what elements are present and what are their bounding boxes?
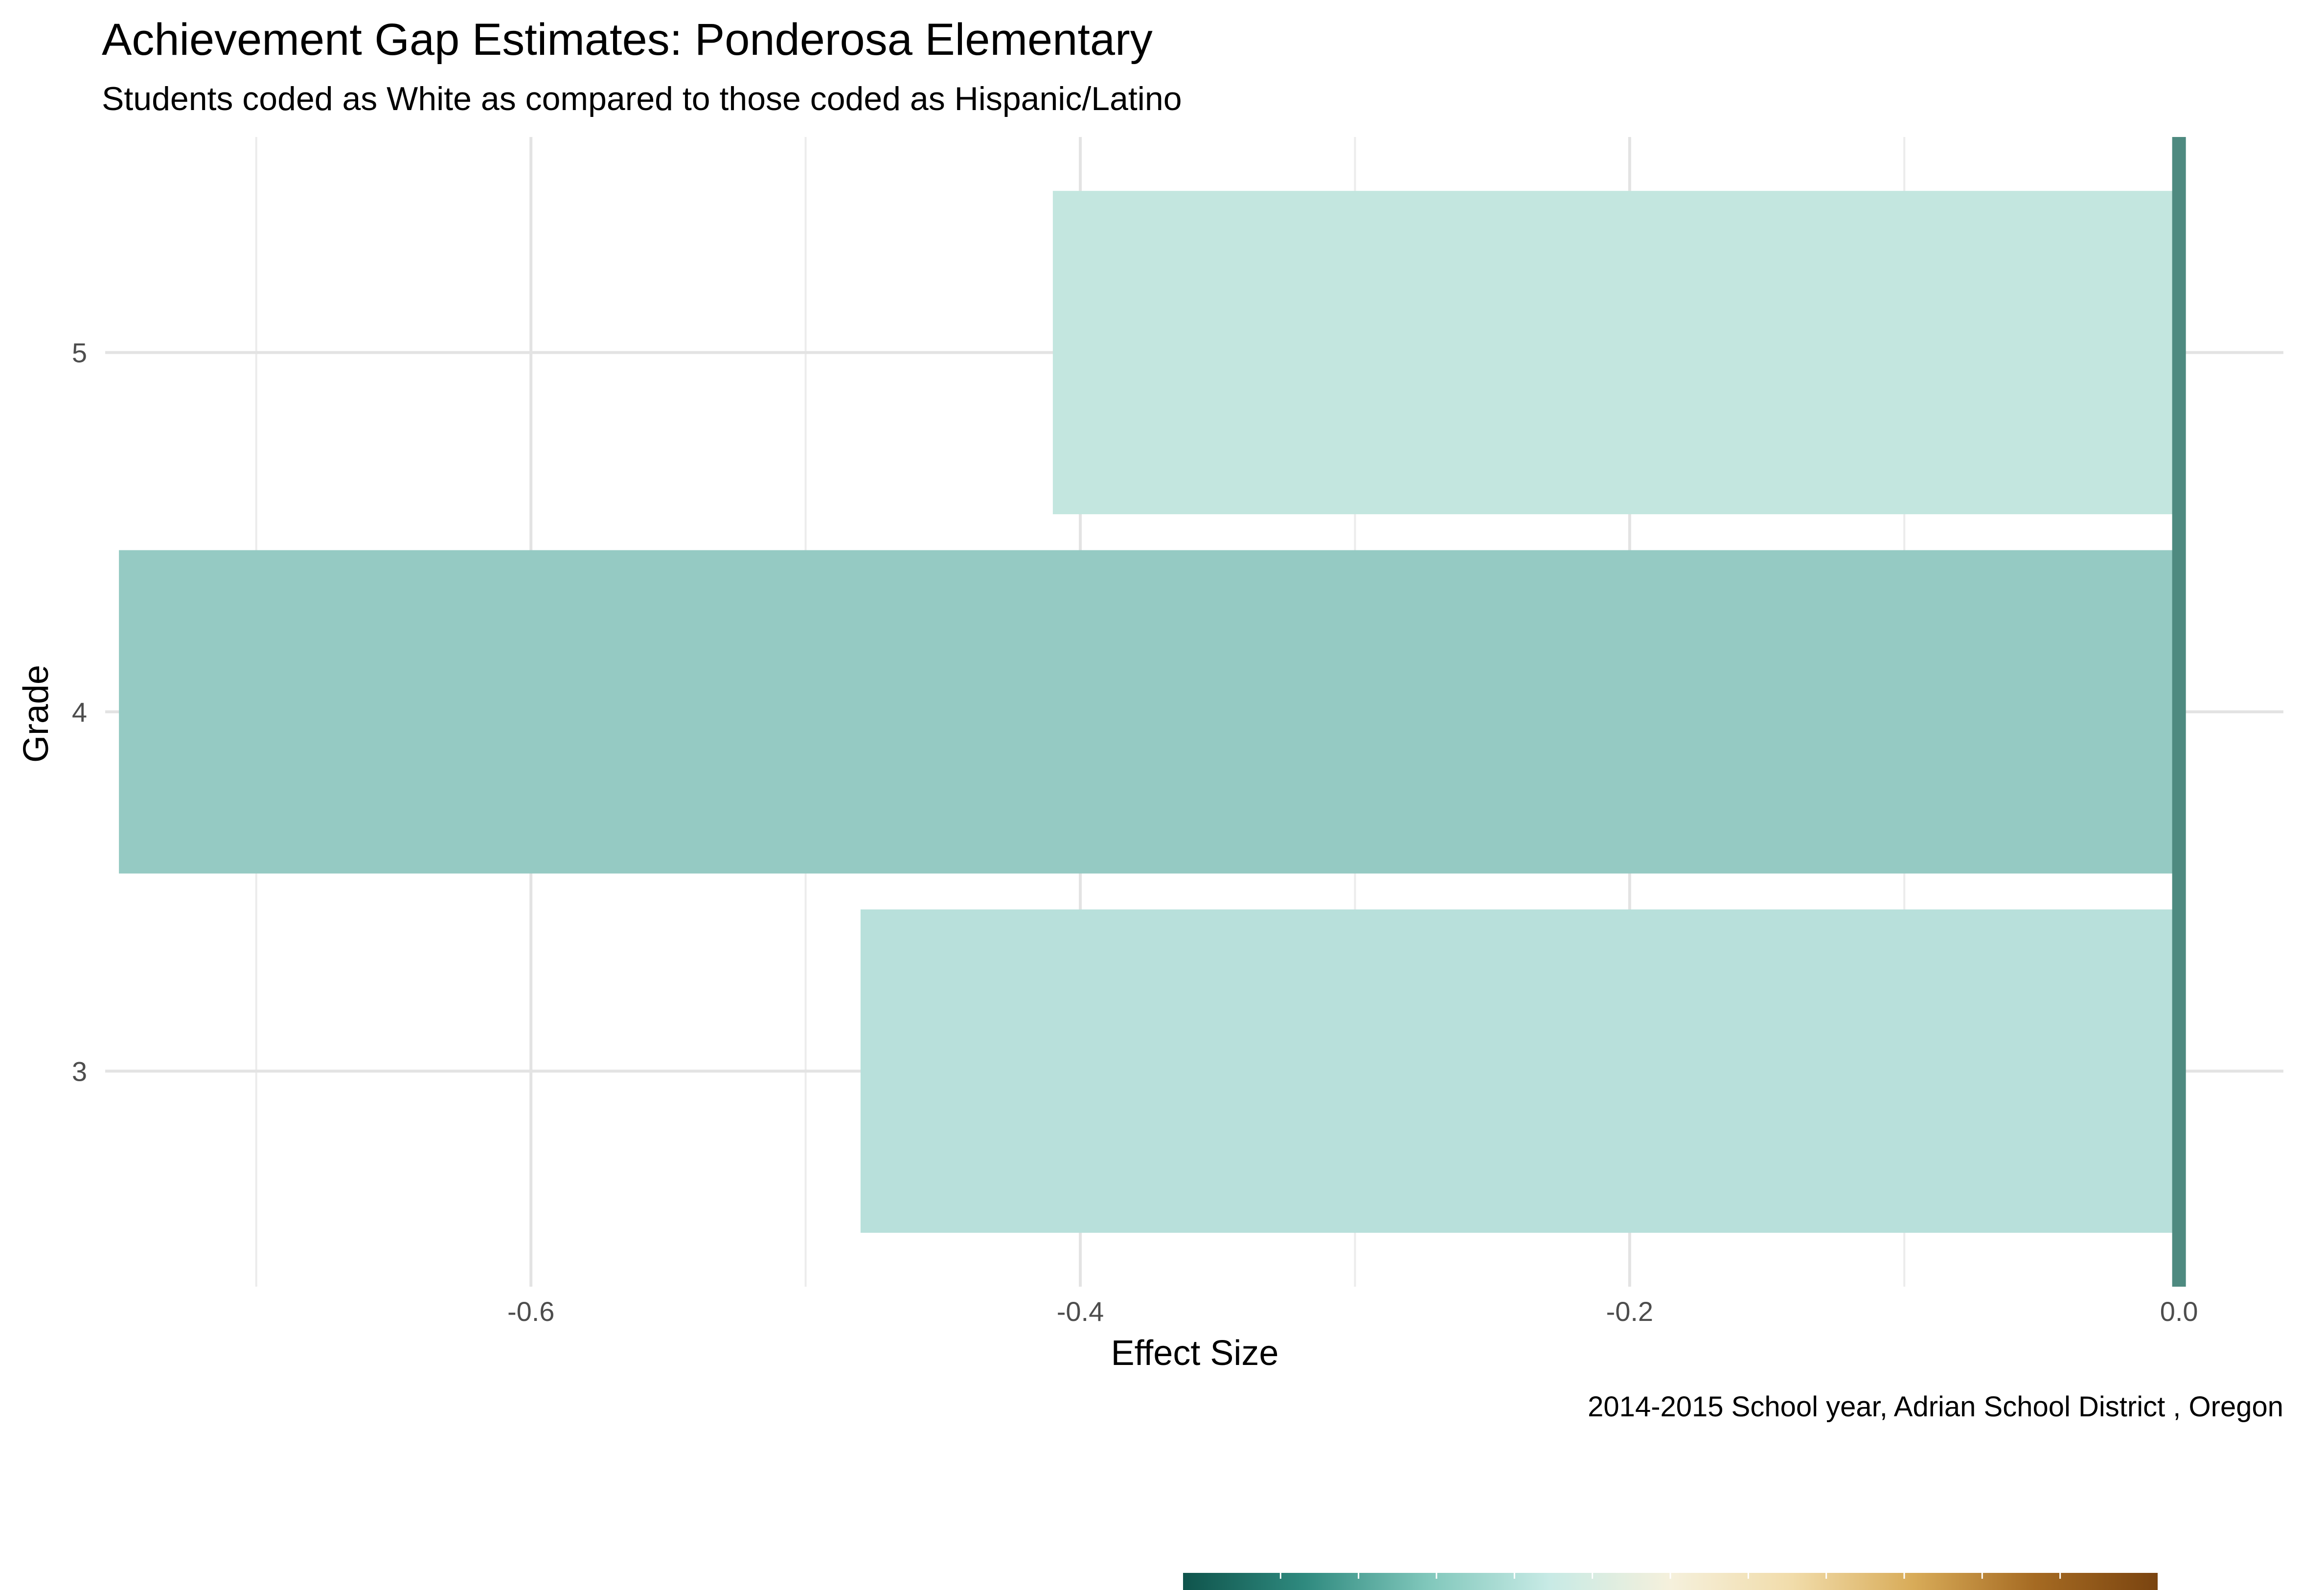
chart-caption: 2014-2015 School year, Adrian School Dis… <box>1588 1391 2283 1423</box>
y-tick-label: 3 <box>72 1056 87 1087</box>
y-tick-labels: 3 4 5 <box>72 338 87 1087</box>
bar-grade-4 <box>119 550 2179 874</box>
y-tick-label: 5 <box>72 338 87 368</box>
bar-grade-3 <box>860 909 2179 1233</box>
reference-line-layer <box>2172 137 2186 1287</box>
x-axis-title: Effect Size <box>1111 1334 1279 1373</box>
x-tick-label: -0.4 <box>1057 1296 1104 1327</box>
y-axis-title: Grade <box>17 665 56 763</box>
x-tick-label: -0.2 <box>1606 1296 1654 1327</box>
x-tick-labels: -0.6 -0.4 -0.2 0.0 <box>507 1296 2198 1327</box>
bar-grade-5 <box>1052 191 2179 515</box>
x-tick-label: 0.0 <box>2160 1296 2198 1327</box>
chart-title: Achievement Gap Estimates: Ponderosa Ele… <box>102 15 1153 65</box>
bars <box>119 191 2179 1233</box>
color-scale-bar <box>1183 1573 2158 1590</box>
zero-reference-line <box>2172 137 2186 1287</box>
chart-subtitle: Students coded as White as compared to t… <box>102 80 1182 117</box>
y-tick-label: 4 <box>72 697 87 727</box>
x-tick-label: -0.6 <box>507 1296 555 1327</box>
